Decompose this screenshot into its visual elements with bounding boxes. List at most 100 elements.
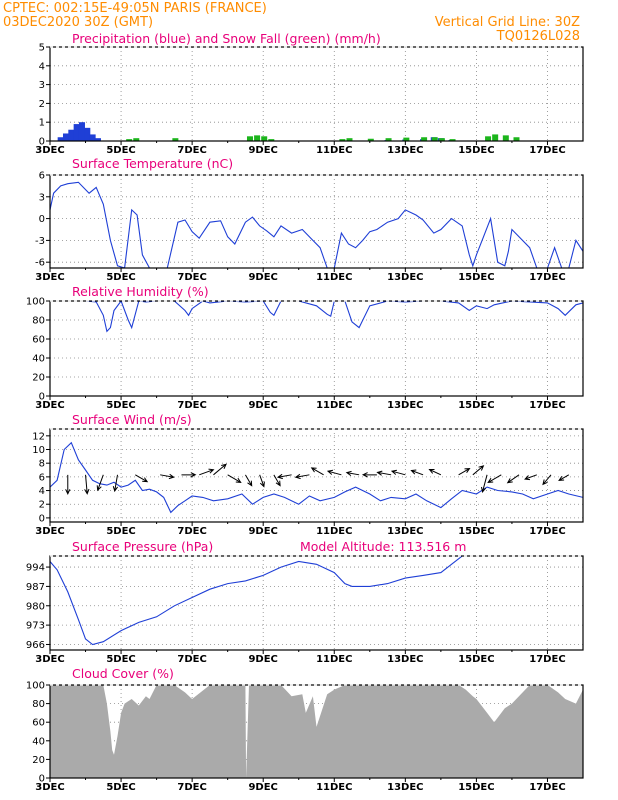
header-model: TQ0126L028	[496, 29, 580, 44]
x-tick-label: 15DEC	[458, 400, 494, 411]
x-tick-label: 7DEC	[177, 654, 206, 665]
y-tick-label: -6	[35, 258, 45, 269]
bar-snow	[502, 135, 509, 141]
wind-arrow	[458, 468, 471, 476]
bar-snow	[449, 139, 456, 141]
wind-arrow	[160, 473, 175, 480]
y-tick-label: 0	[39, 392, 45, 403]
wind-arrow	[84, 474, 90, 495]
wind-arrow	[428, 469, 442, 476]
wind-arrow	[310, 467, 324, 476]
bar-snow	[268, 139, 275, 141]
wind-arrow	[199, 468, 215, 476]
y-tick-label: 3	[39, 192, 45, 203]
x-tick-label: 7DEC	[177, 272, 206, 283]
y-tick-label: 980	[26, 601, 45, 612]
plot-area	[50, 181, 583, 268]
panel-0: Precipitation (blue) and Snow Fall (gree…	[35, 31, 584, 156]
x-tick-label: 11DEC	[316, 654, 352, 665]
bar-snow	[133, 138, 140, 141]
x-tick-label: 3DEC	[35, 145, 64, 156]
x-tick-label: 11DEC	[316, 400, 352, 411]
x-tick-label: 13DEC	[387, 272, 423, 283]
x-tick-label: 11DEC	[316, 526, 352, 537]
y-tick-label: 80	[32, 316, 45, 327]
x-tick-label: 9DEC	[248, 782, 277, 793]
wind-arrow	[487, 474, 502, 483]
x-tick-label: 9DEC	[248, 145, 277, 156]
wind-arrow	[481, 474, 488, 494]
y-tick-label: 966	[26, 640, 45, 651]
x-tick-label: 17DEC	[529, 526, 565, 537]
panel-frame	[49, 300, 584, 397]
bar-precip	[78, 122, 85, 141]
panel-1: Surface Temperature (nC) 6 3 0 -3 -6 3DEC 5DEC 7…	[35, 156, 584, 283]
wind-arrow	[245, 474, 253, 487]
panel-5: Cloud Cover (%) 100 80 60 40 20 03DEC 5DEC 7DEC 9…	[26, 666, 584, 793]
panel-4: Surface Pressure (hPa) Model Altitude: 11…	[26, 539, 584, 665]
x-tick-label: 17DEC	[529, 654, 565, 665]
wind-arrow	[213, 463, 227, 476]
x-tick-label: 11DEC	[316, 145, 352, 156]
x-tick-label: 13DEC	[387, 145, 423, 156]
plot-area	[50, 685, 583, 778]
y-tick-label: 40	[32, 354, 45, 365]
wind-arrow	[376, 470, 392, 476]
cloud-area	[50, 685, 583, 778]
wind-arrow	[506, 474, 520, 484]
y-tick-label: 6	[39, 472, 45, 483]
bar-snow	[172, 138, 179, 141]
x-tick-label: 13DEC	[387, 526, 423, 537]
wind-arrow	[361, 472, 377, 478]
wind-arrow	[345, 470, 360, 477]
plot-area	[50, 556, 463, 646]
panel-title: Surface Wind (m/s)	[72, 412, 192, 427]
header: CPTEC: 002:15E-49:05N PARIS (FRANCE) 03D…	[3, 1, 580, 44]
x-tick-label: 15DEC	[458, 526, 494, 537]
wind-arrow	[472, 465, 485, 476]
panel-2: Relative Humidity (%) 100 80 60 40 20 03DEC 5DE…	[26, 284, 584, 411]
wind-arrow	[259, 474, 265, 488]
bar-snow	[385, 138, 392, 141]
x-tick-label: 11DEC	[316, 272, 352, 283]
y-tick-label: 8	[39, 459, 45, 470]
y-tick-label: 2	[39, 500, 45, 511]
bar-snow	[339, 139, 346, 141]
x-tick-label: 3DEC	[35, 654, 64, 665]
x-tick-label: 5DEC	[106, 145, 135, 156]
bar-precip	[94, 138, 101, 141]
panel-frame	[49, 428, 584, 523]
wind-arrow	[96, 474, 104, 492]
y-tick-label: 3	[39, 80, 45, 91]
bar-snow	[126, 139, 133, 141]
bar-snow	[421, 137, 428, 141]
x-tick-label: 7DEC	[177, 145, 206, 156]
x-tick-label: 5DEC	[106, 272, 135, 283]
y-tick-label: 1	[39, 118, 45, 129]
plot-area	[57, 122, 520, 141]
y-tick-label: 20	[32, 755, 45, 766]
bar-snow	[492, 134, 499, 141]
x-tick-label: 17DEC	[529, 400, 565, 411]
x-tick-label: 13DEC	[387, 782, 423, 793]
y-tick-label: 10	[32, 445, 45, 456]
wind-arrow	[542, 474, 552, 486]
y-tick-label: 20	[32, 373, 45, 384]
wind-arrow	[410, 469, 424, 476]
plot-area	[50, 301, 583, 333]
x-tick-label: 9DEC	[248, 654, 277, 665]
y-tick-label: 994	[26, 563, 45, 574]
bar-snow	[367, 138, 374, 141]
panel-3: Surface Wind (m/s) 12 10 8 6 4 2 0 3DEC 5DEC 7DEC 9…	[32, 412, 584, 537]
x-tick-label: 17DEC	[529, 782, 565, 793]
x-tick-label: 7DEC	[177, 400, 206, 411]
x-tick-label: 3DEC	[35, 782, 64, 793]
x-tick-label: 15DEC	[458, 654, 494, 665]
series-line	[50, 301, 583, 333]
x-tick-label: 15DEC	[458, 145, 494, 156]
bar-precip	[84, 127, 91, 141]
y-tick-label: 60	[32, 335, 45, 346]
x-tick-label: 15DEC	[458, 782, 494, 793]
bar-snow	[438, 138, 445, 141]
x-tick-label: 5DEC	[106, 400, 135, 411]
